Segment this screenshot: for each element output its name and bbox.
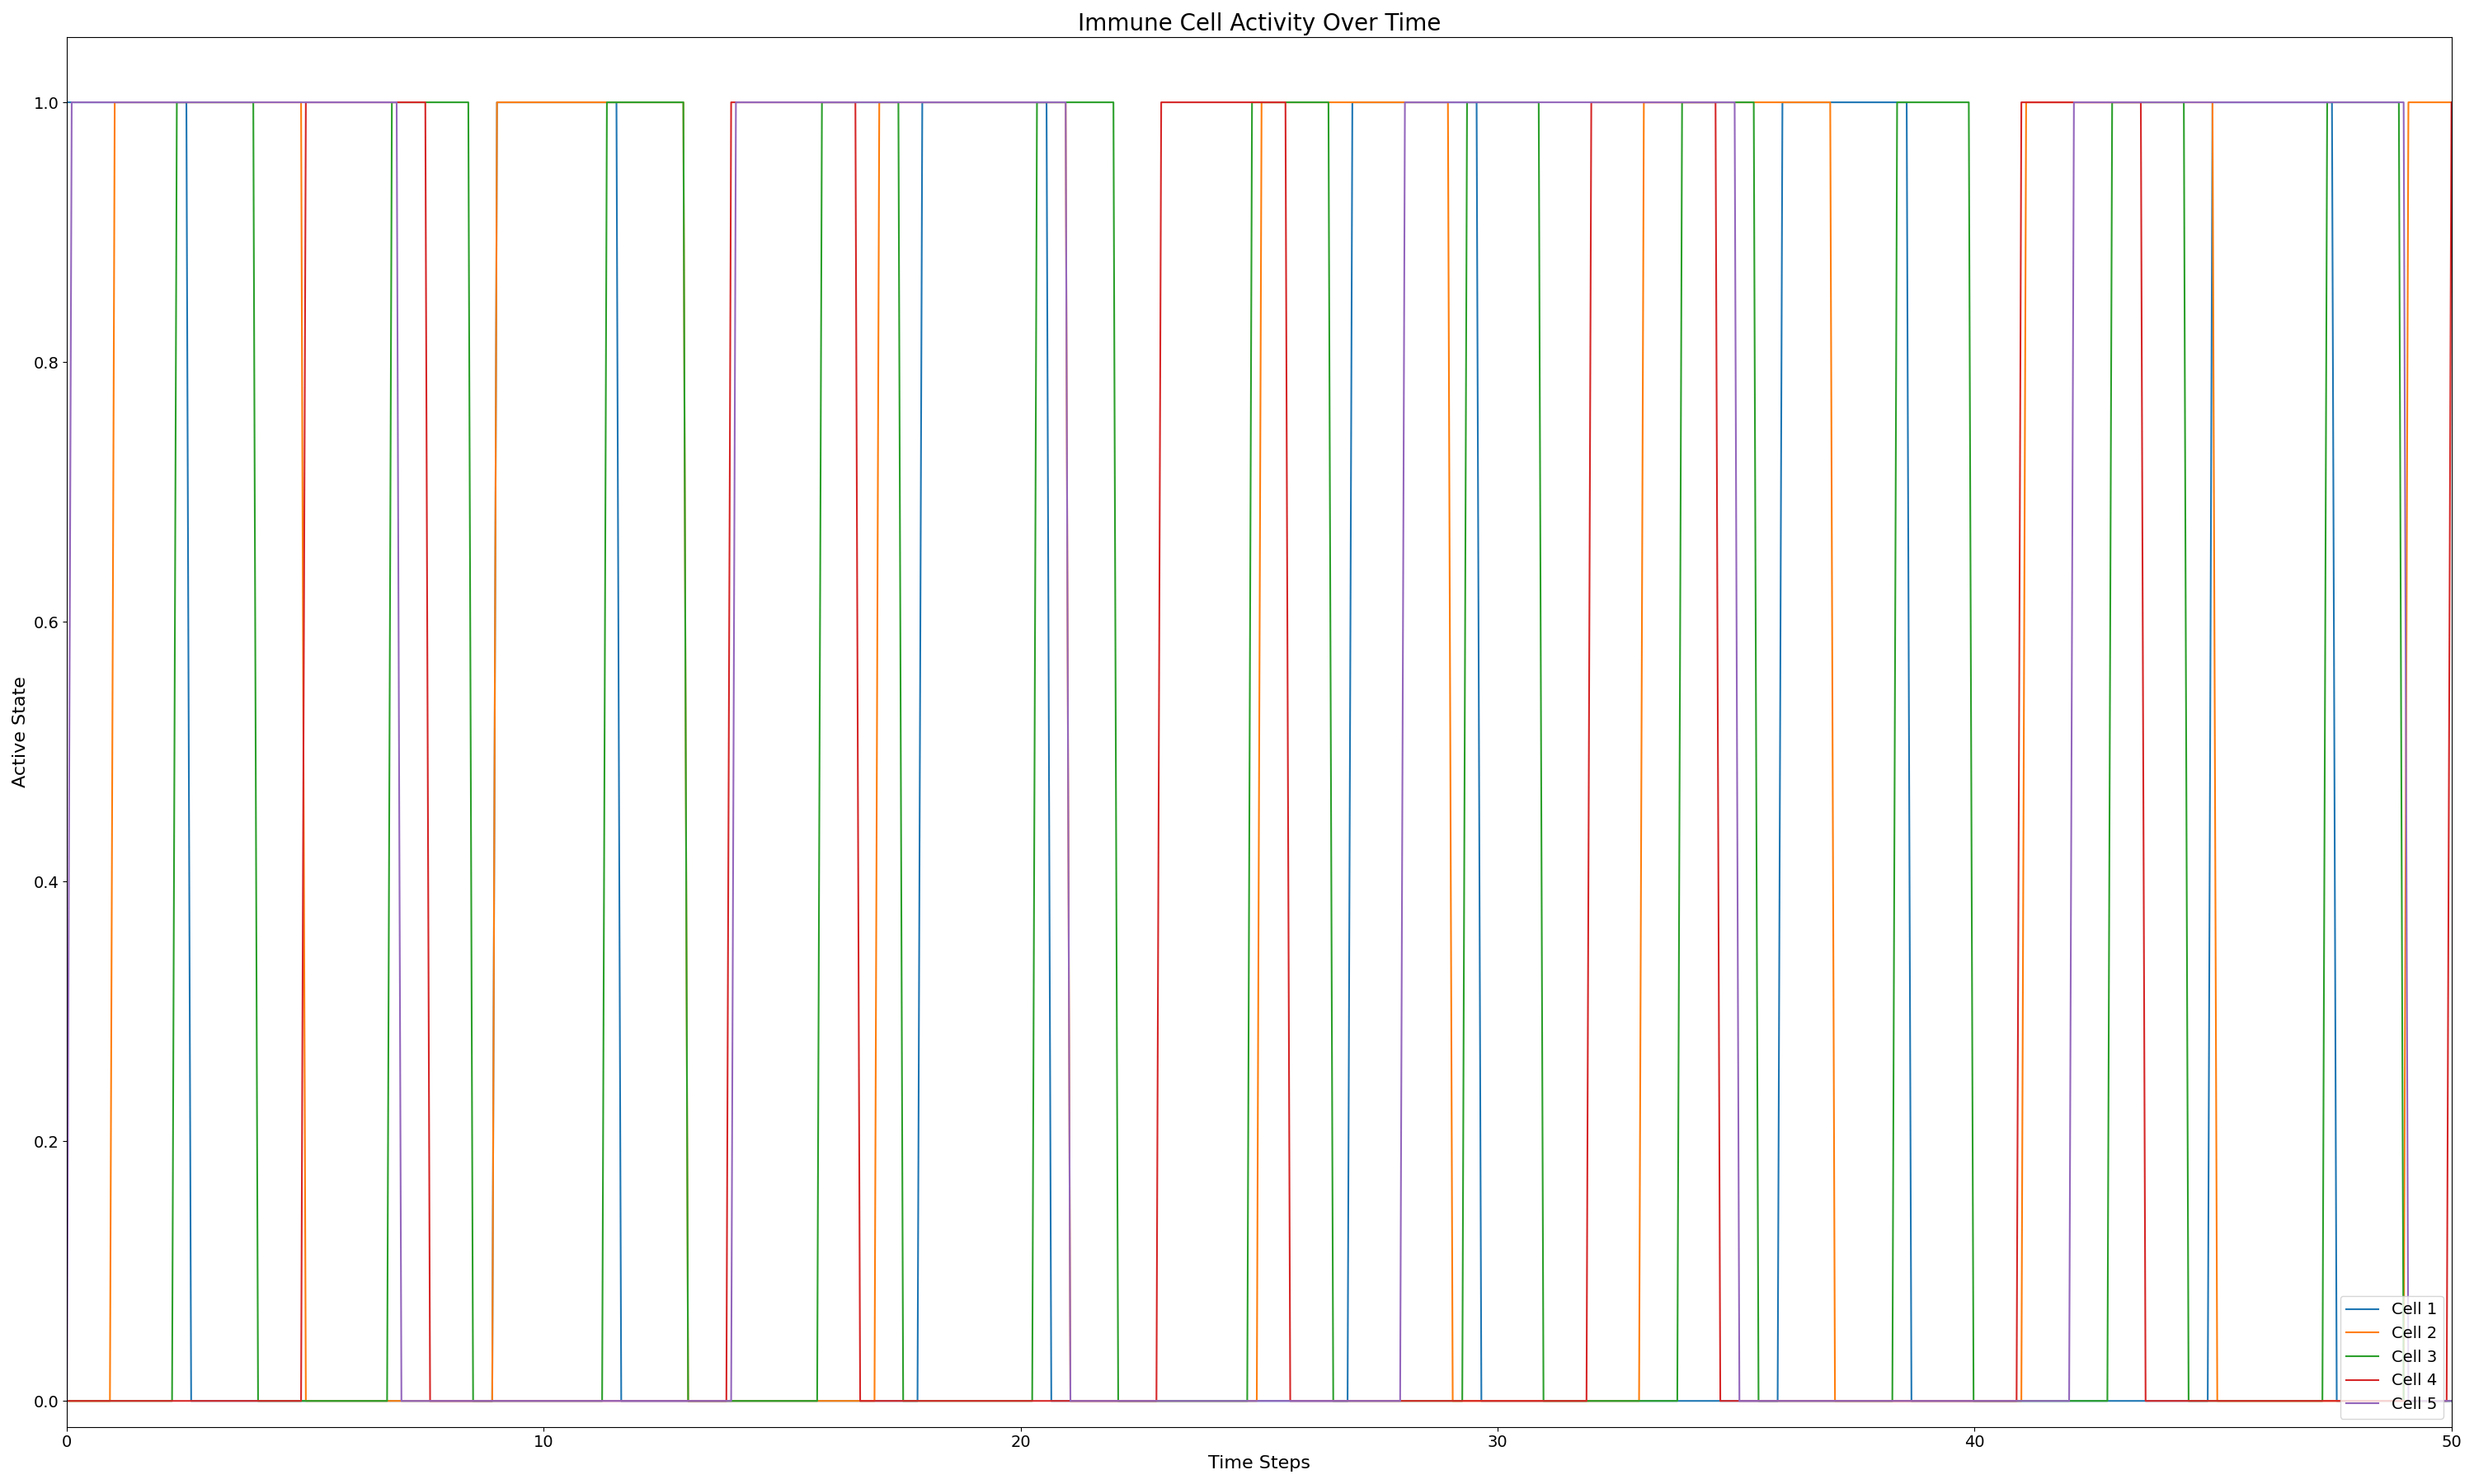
Cell 5 [1190,1392,1220,1410]
Cell 3 [2011,1392,2041,1410]
Cell 5 [52,1392,82,1410]
Cell 2 [52,1392,82,1410]
Cell 5 [1477,93,1507,111]
Cell 1 [1190,1392,1220,1410]
Line: Cell 3: Cell 3 [67,102,2452,1401]
Cell 1 [1205,1392,1235,1410]
Cell 4 [1346,1392,1376,1410]
Cell 1 [1346,93,1376,111]
Line: Cell 2: Cell 2 [67,102,2452,1401]
Cell 2 [1190,1392,1220,1410]
Legend: Cell 1, Cell 2, Cell 3, Cell 4, Cell 5: Cell 1, Cell 2, Cell 3, Cell 4, Cell 5 [2340,1296,2444,1419]
Cell 2 [99,93,129,111]
Cell 3 [1205,1392,1235,1410]
Cell 1 [176,1392,205,1410]
Cell 1 [2011,1392,2041,1410]
Cell 2 [2011,93,2041,111]
Cell 1 [2385,1392,2415,1410]
X-axis label: Time Steps: Time Steps [1207,1456,1311,1472]
Cell 4 [1190,93,1220,111]
Cell 5 [1346,1392,1376,1410]
Cell 5 [2385,93,2415,111]
Line: Cell 4: Cell 4 [67,102,2452,1401]
Cell 5 [2437,1392,2467,1410]
Cell 4 [2011,93,2041,111]
Cell 4 [292,93,322,111]
Cell 4 [2437,93,2467,111]
Cell 3 [1346,1392,1376,1410]
Cell 1 [1477,1392,1507,1410]
Cell 4 [2385,1392,2415,1410]
Cell 2 [1205,1392,1235,1410]
Cell 2 [1346,93,1376,111]
Cell 2 [1477,1392,1507,1410]
Cell 3 [2385,93,2415,111]
Y-axis label: Active State: Active State [12,677,30,788]
Cell 5 [1205,1392,1235,1410]
Cell 1 [2437,1392,2467,1410]
Cell 4 [1477,1392,1507,1410]
Cell 2 [2437,93,2467,111]
Cell 5 [2011,1392,2041,1410]
Cell 3 [52,1392,82,1410]
Line: Cell 5: Cell 5 [67,102,2452,1401]
Cell 3 [1477,93,1507,111]
Cell 4 [52,1392,82,1410]
Cell 1 [52,93,82,111]
Cell 3 [161,93,190,111]
Cell 3 [1190,1392,1220,1410]
Cell 2 [2385,1392,2415,1410]
Cell 5 [57,93,87,111]
Cell 4 [1205,93,1235,111]
Title: Immune Cell Activity Over Time: Immune Cell Activity Over Time [1079,12,1440,36]
Line: Cell 1: Cell 1 [67,102,2452,1401]
Cell 3 [2437,1392,2467,1410]
